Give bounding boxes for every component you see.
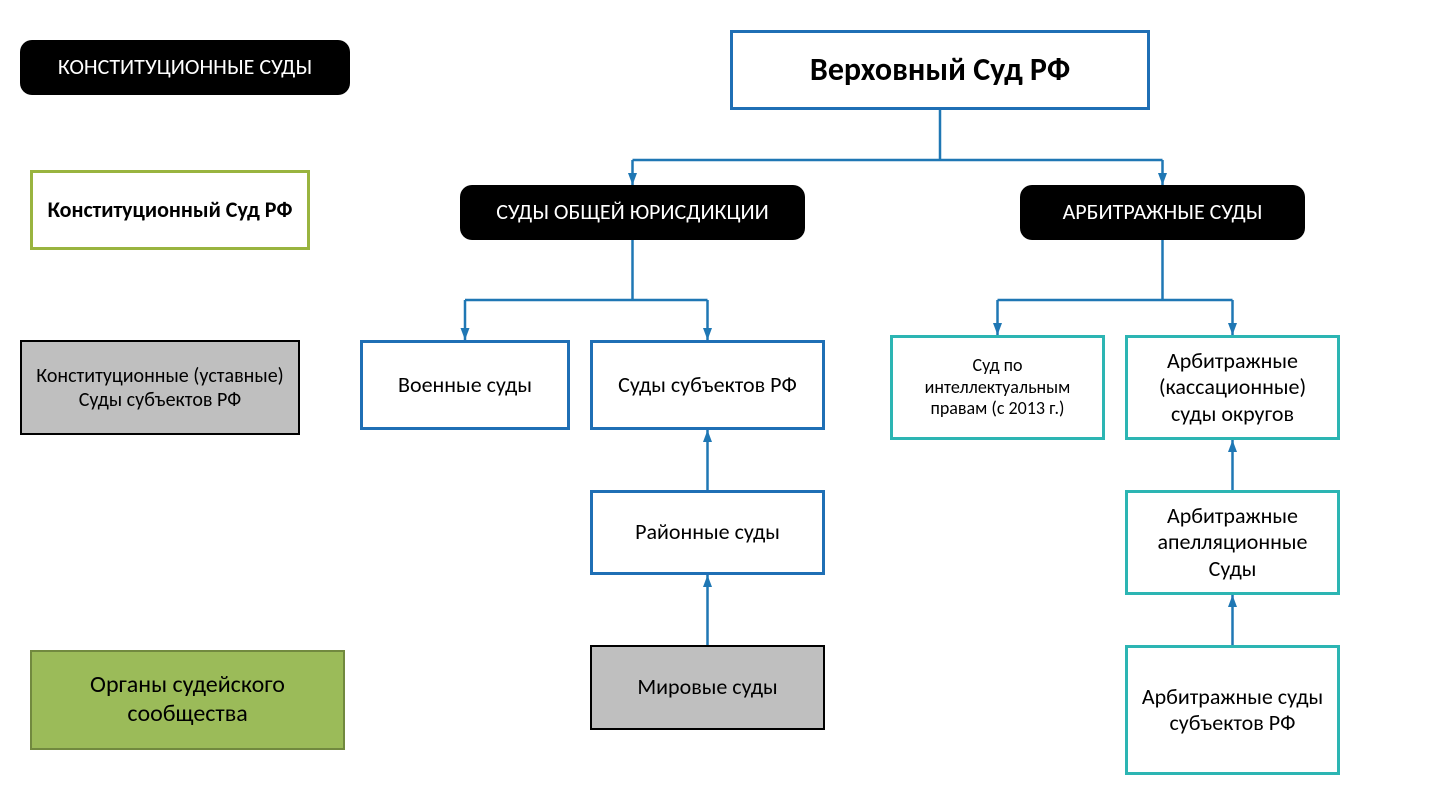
node-const_rf: Конституционный Суд РФ (30, 170, 310, 250)
node-world: Мировые суды (590, 645, 825, 730)
node-supreme: Верховный Суд РФ (730, 30, 1150, 110)
node-general: СУДЫ ОБЩЕЙ ЮРИСДИКЦИИ (460, 185, 805, 240)
node-const_subjects: Конституционные (уставные) Суды субъекто… (20, 340, 300, 435)
node-district: Районные суды (590, 490, 825, 575)
node-arb_cass: Арбитражные (кассационные) суды округов (1125, 335, 1340, 440)
node-ip_court: Суд по интеллектуальным правам (с 2013 г… (890, 335, 1105, 440)
node-military: Военные суды (360, 340, 570, 430)
node-arb_subjects: Арбитражные суды субъектов РФ (1125, 645, 1340, 775)
node-title_const: КОНСТИТУЦИОННЫЕ СУДЫ (20, 40, 350, 95)
node-community: Органы судейского сообщества (30, 650, 345, 750)
node-subjects: Суды субъектов РФ (590, 340, 825, 430)
node-arb_appeal: Арбитражные апелляционные Суды (1125, 490, 1340, 595)
node-arbitrage: АРБИТРАЖНЫЕ СУДЫ (1020, 185, 1305, 240)
